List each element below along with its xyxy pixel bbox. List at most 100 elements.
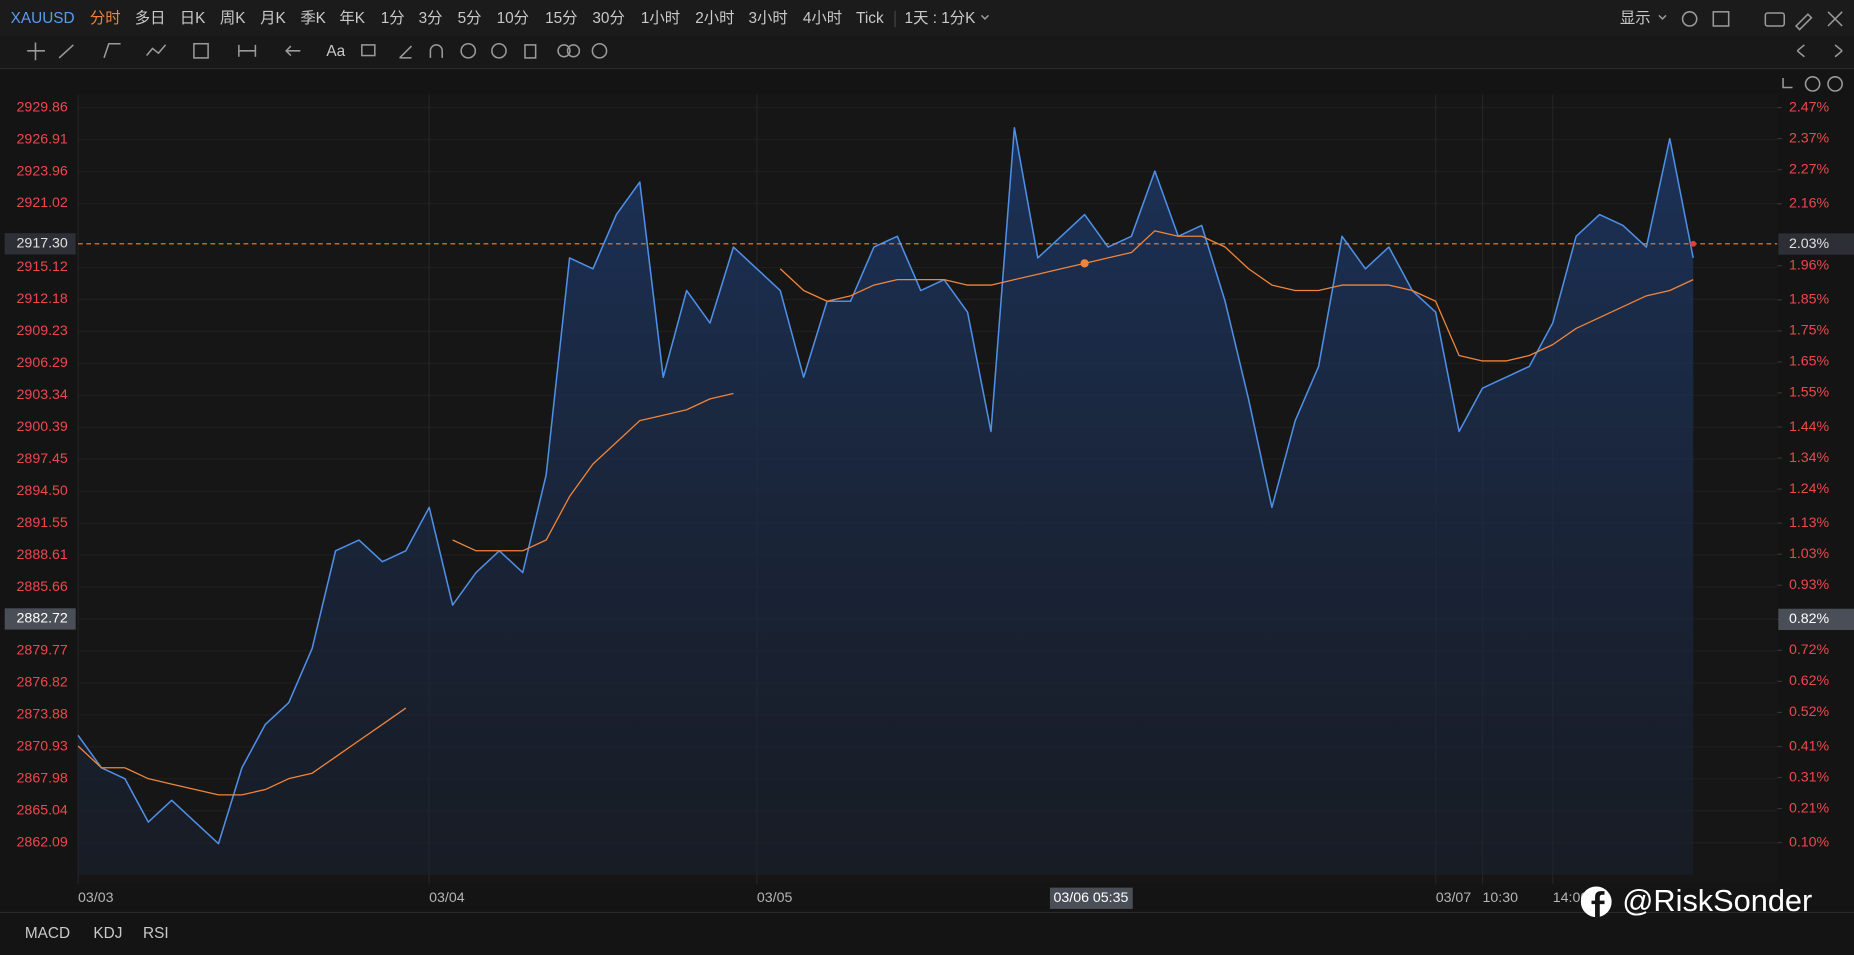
x-tick-label: 14:00 [1553,890,1589,906]
y-tick-label: 2865.04 [17,802,68,818]
last-price-label: 2917.30 [17,236,68,252]
period-tab[interactable]: 季K [300,9,326,27]
period-tab[interactable]: 分时 [90,9,121,27]
average-line [77,230,1694,796]
last-pct-label: 2.03% [1789,236,1830,252]
indicator-tab[interactable]: KDJ [93,925,122,942]
measure-tool[interactable] [238,44,257,57]
period-tab[interactable]: 30分 [592,9,624,27]
period-tab[interactable]: 周K [220,10,246,27]
period-tab[interactable]: 5分 [458,9,482,27]
x-tick-label: 03/07 [1436,890,1472,906]
period-tab[interactable]: Tick [856,10,884,27]
pattern-tool[interactable] [146,44,167,57]
period-tab[interactable]: 3小时 [748,9,787,27]
y2-tick-label: 0.93% [1789,577,1830,593]
period-tab[interactable]: 1分 [381,9,405,27]
period-tab[interactable]: 10分 [497,9,529,27]
watermark: @RiskSonder [1622,883,1812,918]
move-icon[interactable] [27,42,45,61]
fullscreen-icon[interactable] [1827,11,1843,27]
period-tab[interactable]: 3分 [419,9,443,27]
fib-tool[interactable] [193,42,209,59]
camera-icon[interactable] [1764,12,1786,27]
delete-tool[interactable] [524,44,537,59]
zoom-out[interactable] [1804,76,1821,92]
period-tab[interactable]: 年K [339,9,365,27]
period-tab[interactable]: 月K [260,10,286,27]
crosshair-time: 03/06 05:35 [1054,890,1129,906]
y2-tick-label: 1.65% [1789,354,1830,370]
reset-icon[interactable] [1782,78,1793,89]
settings-icon[interactable] [1681,11,1698,27]
y2-tick-label: 0.21% [1789,800,1830,816]
lock-tool[interactable] [460,42,477,59]
text-tool[interactable]: Aa [326,43,345,60]
zoom-in[interactable] [1827,76,1843,92]
price-area [78,127,1694,875]
period-tab[interactable]: 多日 [135,9,166,27]
indicator-tab[interactable]: RSI [143,925,169,942]
settings-icon[interactable] [591,42,608,59]
crosshair-pct: 0.82% [1789,611,1830,627]
y-tick-label: 2903.34 [17,387,68,403]
y2-tick-label: 2.27% [1789,161,1830,177]
range-select[interactable]: 1天 : 1分K [905,9,977,27]
y2-tick-label: 2.16% [1789,195,1830,211]
y-tick-label: 2879.77 [17,643,68,659]
y2-tick-label: 0.72% [1789,642,1830,658]
arrow-tool[interactable] [285,45,301,57]
y-tick-label: 2915.12 [17,259,68,275]
y-tick-label: 2912.18 [17,291,68,307]
x-tick-label: 03/03 [78,890,114,906]
y2-tick-label: 1.55% [1789,385,1830,401]
note-tool[interactable] [361,44,376,57]
y2-tick-label: 1.44% [1789,419,1830,435]
crosshair-dot [1080,259,1089,268]
magnet-tool[interactable] [429,44,443,58]
period-bar [0,0,1854,37]
channel-tool[interactable] [103,42,121,59]
price-label-bg [4,233,76,255]
undo-icon[interactable] [1796,44,1805,58]
x-tick-label: 10:30 [1483,890,1519,906]
y-tick-label: 2923.96 [17,163,68,179]
redo-icon[interactable] [1834,44,1843,58]
dropdown-icon[interactable] [1658,14,1667,20]
compare-icon[interactable] [566,44,581,58]
y2-tick-label: 0.10% [1789,834,1830,850]
price-label-bg [1778,233,1854,255]
crosshair-bg [1049,887,1133,909]
y-tick-label: 2906.29 [17,355,68,371]
y2-tick-label: 2.47% [1789,99,1830,115]
symbol[interactable]: XAUUSD [11,10,75,27]
period-tab[interactable]: 4小时 [803,9,842,27]
y-tick-label: 2897.45 [17,451,68,467]
line-tool[interactable] [58,44,74,59]
price-line [77,126,1694,845]
period-tab[interactable]: 2小时 [695,9,734,27]
crosshair-bg [4,608,76,630]
hide-tool[interactable] [491,42,507,59]
y-tick-label: 2888.61 [17,547,68,563]
display-menu[interactable]: 显示 [1620,10,1651,27]
y-tick-label: 2867.98 [17,771,68,787]
indicator-tab[interactable]: MACD [25,925,70,942]
pen-icon[interactable] [1794,13,1813,31]
compare-icon[interactable] [557,44,571,58]
brush-tool[interactable] [399,45,413,59]
period-tab[interactable]: 15分 [545,9,577,27]
period-tab[interactable]: 1小时 [641,9,680,27]
crosshair-bg [1778,608,1854,630]
layout-icon[interactable] [1712,11,1730,27]
y-tick-label: 2862.09 [17,834,68,850]
x-tick-label: 03/04 [429,890,465,906]
y2-tick-label: 1.13% [1789,515,1830,531]
tool-bar [0,36,1854,69]
period-tab[interactable]: 日K [180,10,206,27]
y2-tick-label: 1.34% [1789,450,1830,466]
y2-tick-label: 0.52% [1789,704,1830,720]
dropdown-icon[interactable] [980,14,990,20]
